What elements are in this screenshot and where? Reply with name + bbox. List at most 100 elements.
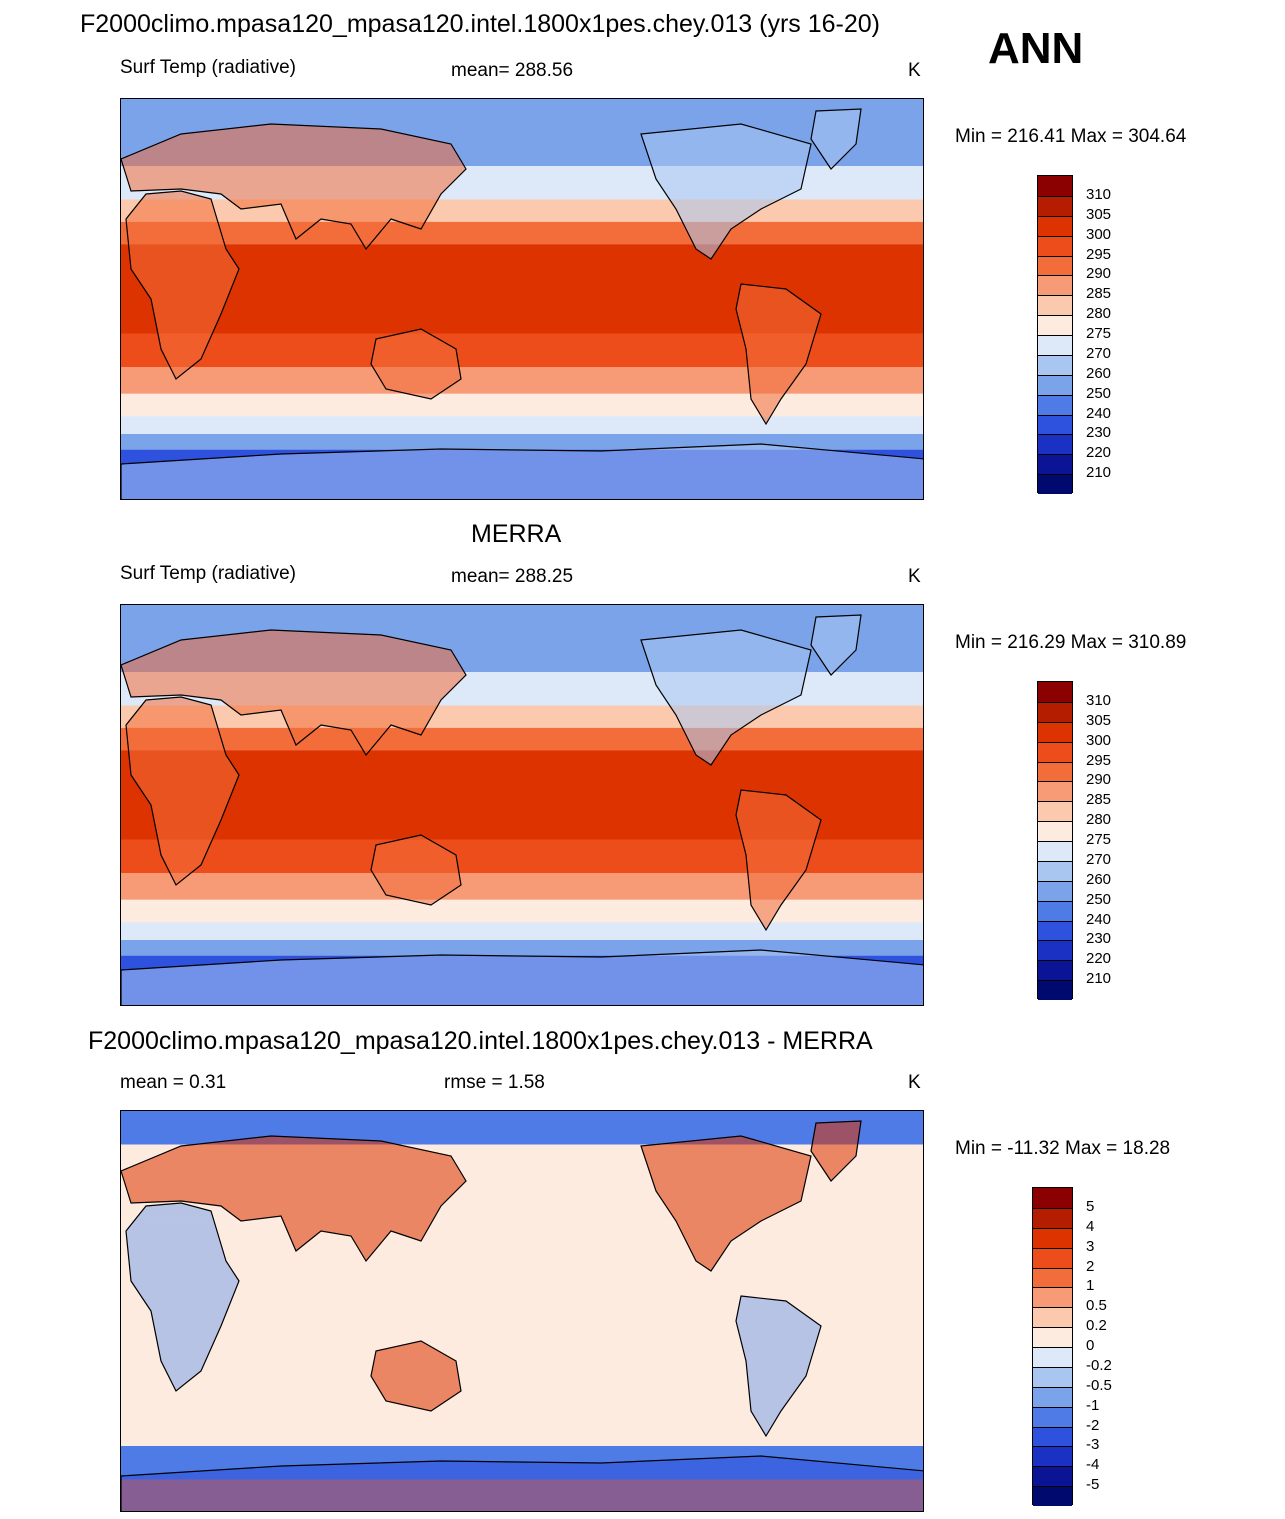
colorbar-box — [1038, 701, 1072, 722]
colorbar-box — [1033, 1327, 1072, 1347]
panel3-rmse-label: rmse = 1.58 — [444, 1072, 545, 1093]
panel3-map — [120, 1110, 924, 1512]
colorbar-tick-label: 310 — [1086, 185, 1112, 203]
colorbar-box — [1038, 860, 1072, 881]
colorbar-box — [1038, 474, 1072, 494]
colorbar-tick-label: 230 — [1086, 424, 1112, 442]
colorbar-tick-label: 0 — [1086, 1337, 1095, 1354]
colorbar-tick-label: 220 — [1086, 444, 1112, 462]
colorbar-tick-label: 3 — [1086, 1237, 1095, 1255]
colorbar-box — [1038, 821, 1072, 841]
colorbar-box — [1033, 1207, 1072, 1228]
panel3-title: F2000climo.mpasa120_mpasa120.intel.1800x… — [88, 1027, 873, 1055]
panel2-map — [120, 604, 924, 1006]
colorbar-tick-label: 260 — [1086, 870, 1112, 888]
colorbar-tick-label: 0.2 — [1086, 1317, 1107, 1335]
colorbar-tick-label: 210 — [1086, 464, 1112, 482]
colorbar-box — [1038, 841, 1072, 861]
colorbar-box — [1033, 1386, 1072, 1407]
colorbar-tick-label: -1 — [1086, 1396, 1100, 1414]
continent-outline — [121, 1455, 923, 1511]
map-svg-1 — [121, 605, 923, 1005]
panel3-minmax: Min = -11.32 Max = 18.28 — [955, 1138, 1171, 1159]
colorbar-box — [1033, 1426, 1072, 1447]
colorbar-box — [1038, 275, 1072, 296]
continent-outline — [121, 123, 467, 251]
colorbar-box — [1038, 414, 1072, 435]
colorbar-tick-label: 300 — [1086, 225, 1112, 243]
panel1-minmax: Min = 216.41 Max = 304.64 — [955, 126, 1187, 147]
colorbar-tick-label: 4 — [1086, 1217, 1095, 1235]
colorbar-tick-label: 210 — [1086, 970, 1112, 988]
temperature-band — [121, 393, 923, 417]
colorbar-box — [1033, 1188, 1072, 1208]
colorbar-box — [1033, 1446, 1072, 1467]
temperature-band — [121, 899, 923, 923]
colorbar-tick-label: 230 — [1086, 930, 1112, 948]
main-title: F2000climo.mpasa120_mpasa120.intel.1800x… — [80, 10, 881, 38]
colorbar-tick-label: 290 — [1086, 265, 1112, 283]
continent-outline — [640, 1135, 812, 1272]
panel2-colorbar — [1037, 681, 1073, 1000]
panel2-units: K — [908, 566, 921, 587]
colorbar-tick-label: -0.2 — [1086, 1356, 1112, 1374]
map-svg-0 — [121, 99, 923, 499]
colorbar-box — [1033, 1267, 1072, 1288]
panel1-map — [120, 98, 924, 500]
continent-outline — [370, 834, 462, 906]
panel2-mean-label: mean= 288.25 — [451, 566, 574, 587]
colorbar-box — [1038, 741, 1072, 762]
colorbar-box — [1033, 1287, 1072, 1308]
colorbar-box — [1038, 781, 1072, 802]
temperature-band — [121, 221, 923, 245]
colorbar-box — [1038, 215, 1072, 236]
colorbar-box — [1038, 235, 1072, 256]
continent-outline — [640, 629, 812, 766]
temperature-band — [121, 367, 923, 394]
colorbar-tick-label: -3 — [1086, 1436, 1100, 1454]
colorbar-box — [1038, 801, 1072, 822]
colorbar-box — [1038, 980, 1072, 1000]
colorbar-box — [1038, 940, 1072, 961]
colorbar-box — [1033, 1347, 1072, 1367]
continent-outline — [735, 1295, 822, 1438]
colorbar-tick-label: 295 — [1086, 751, 1112, 769]
colorbar-box — [1038, 960, 1072, 981]
temperature-band — [121, 434, 923, 450]
panel3-units: K — [908, 1072, 921, 1093]
panel3-mean-label: mean = 0.31 — [120, 1072, 227, 1093]
continent-outline — [121, 629, 467, 757]
colorbar-box — [1038, 920, 1072, 941]
colorbar-tick-label: 310 — [1086, 691, 1112, 709]
temperature-band — [121, 416, 923, 434]
colorbar-box — [1038, 315, 1072, 335]
continent-outline — [125, 1202, 240, 1392]
continent-outline — [735, 789, 822, 932]
colorbar-tick-label: 260 — [1086, 364, 1112, 382]
temperature-band — [121, 940, 923, 956]
colorbar-tick-label: 240 — [1086, 404, 1112, 422]
panel2-title: MERRA — [471, 520, 562, 548]
colorbar-box — [1038, 880, 1072, 901]
continent-outline — [121, 443, 923, 499]
colorbar-tick-label: 275 — [1086, 325, 1112, 342]
continent-outline — [121, 949, 923, 1005]
colorbar-box — [1038, 394, 1072, 415]
colorbar-box — [1038, 354, 1072, 375]
colorbar-tick-label: 270 — [1086, 850, 1112, 868]
colorbar-box — [1038, 176, 1072, 196]
colorbar-box — [1033, 1307, 1072, 1328]
colorbar-tick-label: -4 — [1086, 1456, 1100, 1474]
colorbar-tick-label: 240 — [1086, 910, 1112, 928]
continent-outline — [370, 1340, 462, 1412]
season-label: ANN — [988, 24, 1084, 73]
colorbar-tick-label: 280 — [1086, 305, 1112, 323]
continent-outline — [370, 328, 462, 400]
temperature-band — [121, 727, 923, 751]
continent-outline — [121, 1135, 467, 1263]
colorbar-tick-label: -0.5 — [1086, 1376, 1112, 1394]
continent-outline — [735, 283, 822, 426]
colorbar-tick-label: 220 — [1086, 950, 1112, 968]
colorbar-tick-label: 2 — [1086, 1257, 1095, 1275]
colorbar-tick-label: 250 — [1086, 384, 1112, 402]
